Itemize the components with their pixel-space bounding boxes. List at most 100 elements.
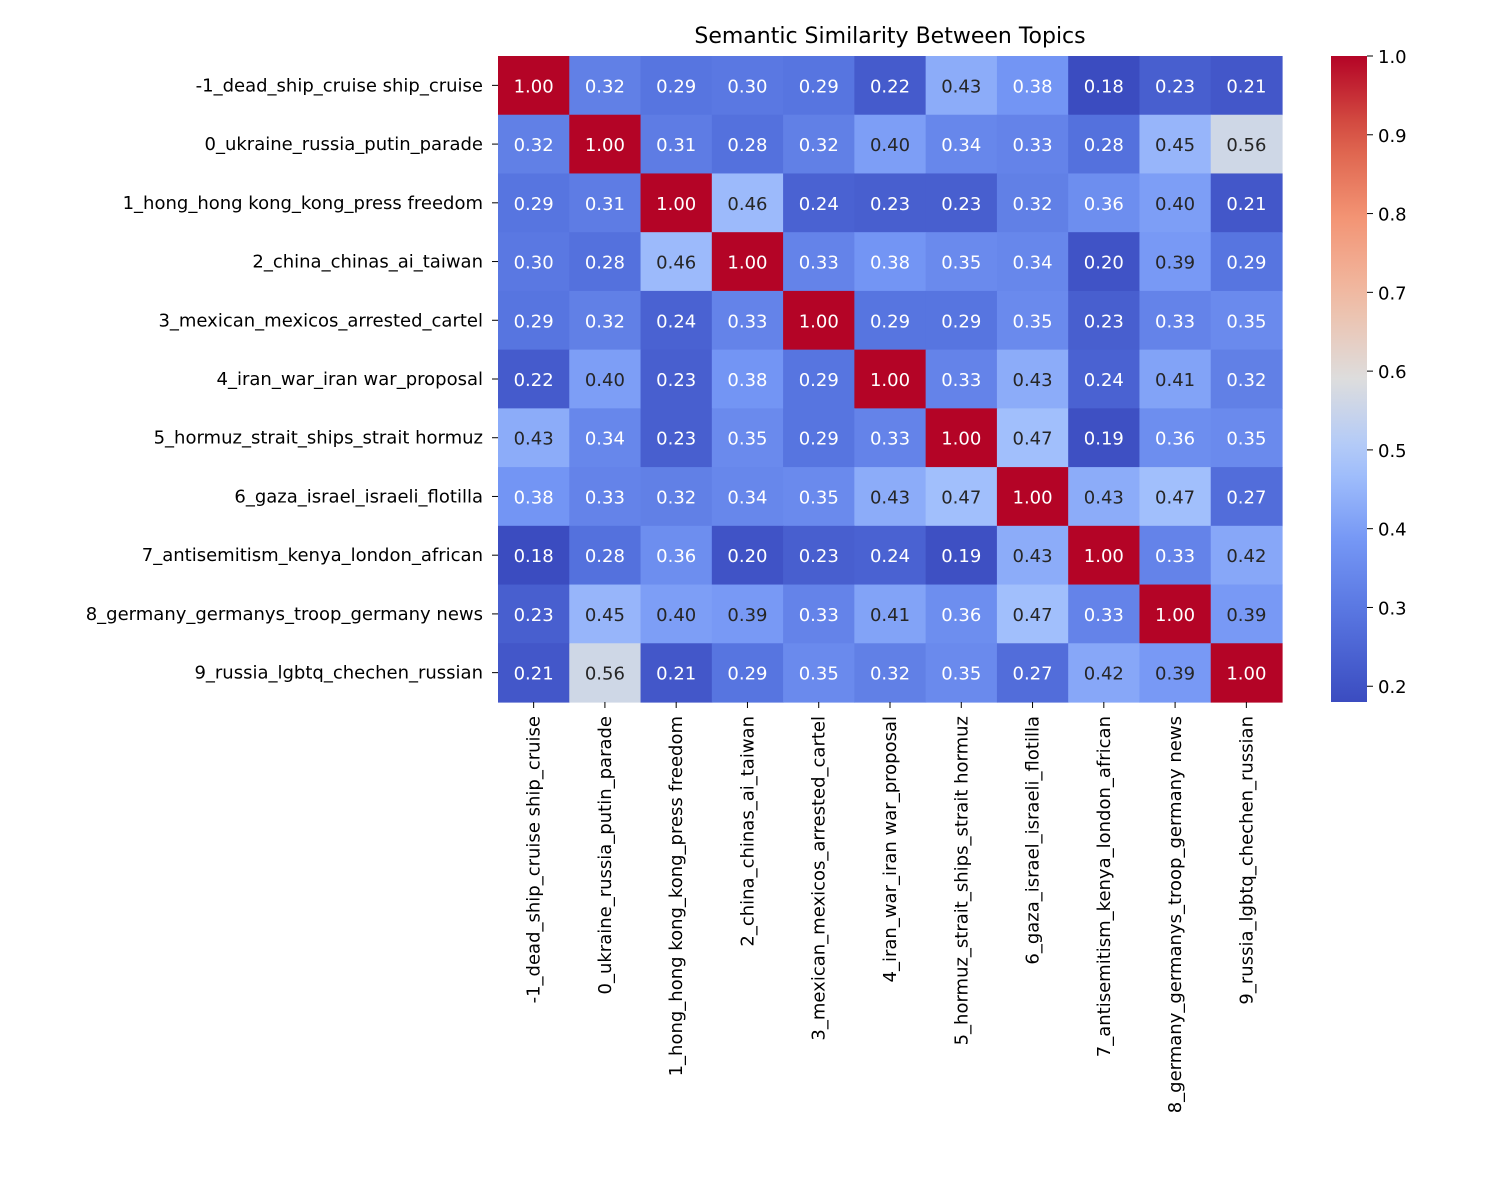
- cell-value-label: 0.33: [799, 605, 839, 626]
- x-tick-label: 2_china_chinas_ai_taiwan: [737, 716, 758, 947]
- cell-value-label: 0.29: [514, 311, 554, 332]
- heatmap-cell: [996, 643, 1069, 703]
- cell-value-label: 0.23: [1084, 311, 1124, 332]
- heatmap-cell: [498, 290, 570, 351]
- heatmap-cell-labels: 1.00 0.32 0.29 0.30 0.29 0.22 0.43 0.38 0.18 0.23…: [514, 76, 1267, 684]
- cell-value-label: 0.38: [727, 370, 767, 391]
- heatmap-cell: [1210, 467, 1283, 527]
- cell-value-label: 1.00: [1084, 546, 1124, 567]
- cell-value-label: 1.00: [727, 253, 767, 274]
- cell-value-label: 1.00: [1013, 487, 1053, 508]
- cell-value-label: 0.34: [727, 487, 767, 508]
- x-tick-label: 1_hong_hong kong_kong_press freedom: [666, 716, 687, 1076]
- heatmap-cell: [569, 525, 642, 586]
- y-tick-label: -1_dead_ship_cruise ship_cruise: [196, 75, 483, 96]
- cell-value-label: 0.39: [1226, 605, 1266, 626]
- colorbar-tick-label: 0.3: [1378, 598, 1407, 619]
- heatmap-cell: [854, 56, 927, 116]
- heatmap-cell: [783, 467, 855, 527]
- heatmap-cell: [1210, 349, 1283, 409]
- colorbar: 0.2 0.3 0.4 0.5 0.6 0.7 0.8 0.9 1.0: [1331, 47, 1407, 702]
- x-tick-label: 6_gaza_israel_israeli_flotilla: [1023, 716, 1044, 965]
- heatmap-cell: [1068, 56, 1141, 116]
- heatmap-cell: [1139, 408, 1212, 468]
- cell-value-label: 0.21: [1226, 194, 1266, 215]
- cell-value-label: 0.34: [941, 135, 981, 156]
- heatmap-cell: [783, 290, 855, 351]
- cell-value-label: 0.32: [656, 487, 696, 508]
- heatmap-cell: [996, 114, 1069, 175]
- cell-value-label: 0.45: [1155, 135, 1195, 156]
- cell-value-label: 0.24: [1084, 370, 1124, 391]
- y-tick-label: 4_iran_war_iran war_proposal: [217, 369, 483, 390]
- cell-value-label: 0.46: [656, 253, 696, 274]
- cell-value-label: 0.24: [870, 546, 910, 567]
- cell-value-label: 0.35: [941, 253, 981, 274]
- heatmap-cell: [640, 114, 713, 175]
- y-tick-label: 7_antisemitism_kenya_london_african: [142, 545, 483, 566]
- cell-value-label: 0.42: [1084, 664, 1124, 685]
- cell-value-label: 0.19: [1084, 429, 1124, 450]
- cell-value-label: 0.32: [799, 135, 839, 156]
- colorbar-gradient: [1331, 56, 1367, 702]
- cell-value-label: 0.40: [1155, 194, 1195, 215]
- heatmap-cell: [498, 584, 570, 644]
- cell-value-label: 0.43: [514, 429, 554, 450]
- heatmap-cell: [498, 173, 570, 233]
- heatmap-cell: [925, 584, 998, 644]
- heatmap-cell: [854, 349, 927, 409]
- chart-title: Semantic Similarity Between Topics: [694, 24, 1085, 49]
- cell-value-label: 0.34: [585, 429, 625, 450]
- heatmap-cells: [498, 56, 1283, 703]
- heatmap-cell: [854, 173, 927, 233]
- heatmap-cell: [996, 467, 1069, 527]
- x-tick-label: 8_germany_germanys_troop_germany news: [1165, 716, 1186, 1113]
- heatmap-cell: [640, 408, 713, 468]
- heatmap-cell: [783, 232, 855, 292]
- cell-value-label: 0.36: [1084, 194, 1124, 215]
- heatmap-cell: [711, 173, 784, 233]
- cell-value-label: 1.00: [799, 311, 839, 332]
- heatmap-cell: [854, 408, 927, 468]
- heatmap-cell: [854, 114, 927, 175]
- colorbar-tick-label: 0.8: [1378, 205, 1407, 226]
- heatmap-cell: [1210, 525, 1283, 586]
- heatmap-cell: [569, 173, 642, 233]
- cell-value-label: 0.29: [799, 370, 839, 391]
- cell-value-label: 0.43: [1013, 546, 1053, 567]
- heatmap-cell: [1139, 232, 1212, 292]
- colorbar-tick-label: 0.9: [1378, 126, 1407, 147]
- cell-value-label: 0.35: [799, 664, 839, 685]
- y-tick-label: 6_gaza_israel_israeli_flotilla: [234, 486, 483, 507]
- heatmap-cell: [1139, 173, 1212, 233]
- heatmap-cell: [1068, 467, 1141, 527]
- cell-value-label: 1.00: [1226, 664, 1266, 685]
- cell-value-label: 0.43: [941, 76, 981, 97]
- heatmap-cell: [925, 408, 998, 468]
- cell-value-label: 0.23: [656, 429, 696, 450]
- heatmap-cell: [1210, 584, 1283, 644]
- heatmap-cell: [925, 643, 998, 703]
- cell-value-label: 0.23: [656, 370, 696, 391]
- cell-value-label: 1.00: [656, 194, 696, 215]
- heatmap-cell: [1210, 173, 1283, 233]
- heatmap-cell: [569, 232, 642, 292]
- y-tick-label: 9_russia_lgbtq_chechen_russian: [194, 663, 483, 684]
- heatmap-cell: [1139, 584, 1212, 644]
- cell-value-label: 0.47: [1155, 487, 1195, 508]
- x-tick-label: 3_mexican_mexicos_arrested_cartel: [809, 716, 830, 1041]
- heatmap-cell: [996, 408, 1069, 468]
- heatmap-cell: [1068, 584, 1141, 644]
- heatmap-cell: [1068, 643, 1141, 703]
- heatmap-cell: [569, 408, 642, 468]
- cell-value-label: 0.33: [1084, 605, 1124, 626]
- heatmap-cell: [996, 173, 1069, 233]
- heatmap-cell: [996, 290, 1069, 351]
- heatmap-cell: [854, 525, 927, 586]
- cell-value-label: 0.35: [799, 487, 839, 508]
- cell-value-label: 0.33: [1013, 135, 1053, 156]
- cell-value-label: 0.41: [870, 605, 910, 626]
- heatmap-cell: [640, 56, 713, 116]
- cell-value-label: 1.00: [870, 370, 910, 391]
- heatmap-cell: [498, 56, 570, 116]
